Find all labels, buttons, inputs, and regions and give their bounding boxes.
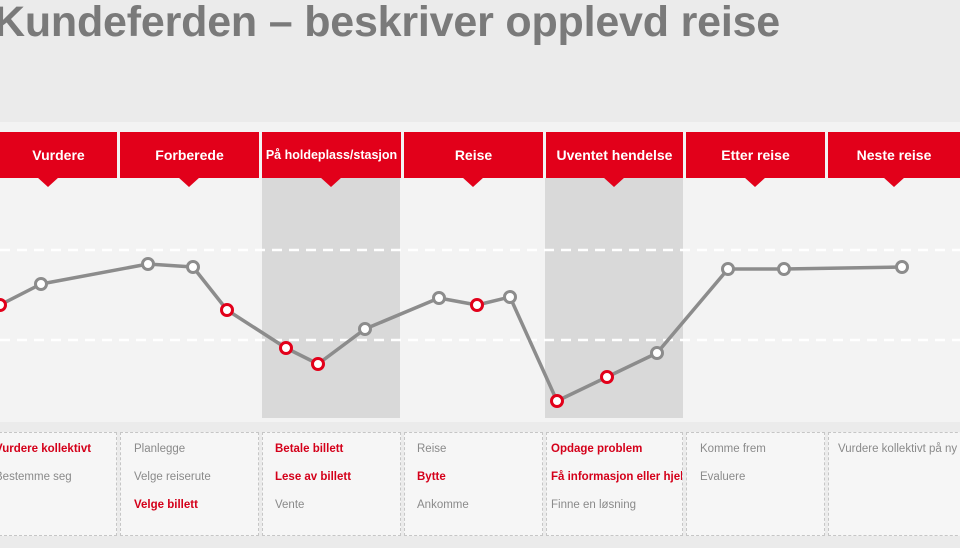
- activity-item: Vente: [275, 499, 305, 511]
- stage-tab-reise: Reise: [404, 132, 543, 178]
- stage-tab-vurdere: Vurdere: [0, 132, 117, 178]
- touchpoint-marker-critical: [279, 341, 293, 355]
- touchpoint-marker-critical: [470, 298, 484, 312]
- stage-pointer: [883, 177, 905, 187]
- touchpoint-marker: [503, 290, 517, 304]
- stage-pointer: [320, 177, 342, 187]
- activity-item: Bestemme seg: [0, 471, 72, 483]
- activity-column-reise: Reise Bytte Ankomme: [404, 432, 543, 536]
- touchpoint-marker-critical: [0, 298, 7, 312]
- journey-line: [0, 262, 903, 403]
- page-title: Kundeferden – beskriver opplevd reise: [0, 0, 781, 46]
- activity-item: Opdage problem: [551, 443, 643, 455]
- activity-column-forberede: Planlegge Velge reiserute Velge billett: [120, 432, 259, 536]
- activity-item: Velge reiserute: [134, 471, 211, 483]
- touchpoint-marker: [721, 262, 735, 276]
- touchpoint-marker: [186, 260, 200, 274]
- activity-item: Reise: [417, 443, 447, 455]
- activity-item: Ankomme: [417, 499, 469, 511]
- touchpoint-marker-critical: [550, 394, 564, 408]
- stage-tab-forberede: Forberede: [120, 132, 259, 178]
- stage-tab-holdeplass: På holdeplass/stasjon: [262, 132, 401, 178]
- activity-column-neste-reise: Vurdere kollektivt på ny: [828, 432, 960, 536]
- touchpoint-marker: [432, 291, 446, 305]
- activity-item: Komme frem: [700, 443, 766, 455]
- stage-pointer: [462, 177, 484, 187]
- activity-item: Velge billett: [134, 499, 198, 511]
- activity-item: Finne en løsning: [551, 499, 637, 511]
- touchpoint-marker: [650, 346, 664, 360]
- activity-column-etter-reise: Komme frem Evaluere: [686, 432, 825, 536]
- touchpoint-marker: [895, 260, 909, 274]
- activity-item: Betale billett: [275, 443, 344, 455]
- stage-tab-uventet-hendelse: Uventet hendelse: [546, 132, 683, 178]
- touchpoint-marker-critical: [311, 357, 325, 371]
- touchpoint-marker-critical: [600, 370, 614, 384]
- activity-column-uventet-hendelse: Opdage problem Få informasjon eller hjel…: [546, 432, 683, 536]
- stage-tab-etter-reise: Etter reise: [686, 132, 825, 178]
- activity-item: Vurdere kollektivt: [0, 443, 92, 455]
- touchpoint-marker: [358, 322, 372, 336]
- activity-item: Få informasjon eller hjelp: [551, 471, 683, 483]
- stage-pointer: [744, 177, 766, 187]
- stage-shade-uventet: [545, 178, 683, 418]
- activity-column-holdeplass: Betale billett Lese av billett Vente: [262, 432, 401, 536]
- touchpoint-marker: [777, 262, 791, 276]
- stage-pointer: [603, 177, 625, 187]
- touchpoint-marker: [34, 277, 48, 291]
- stage-shade-holdeplass: [262, 178, 400, 418]
- touchpoint-marker-critical: [220, 303, 234, 317]
- stage-pointer: [37, 177, 59, 187]
- activity-item: Lese av billett: [275, 471, 352, 483]
- stage-pointer: [178, 177, 200, 187]
- activity-item: Planlegge: [134, 443, 186, 455]
- touchpoint-marker: [141, 257, 155, 271]
- activity-column-vurdere: Vurdere kollektivt Bestemme seg: [0, 432, 117, 536]
- stage-tab-neste-reise: Neste reise: [828, 132, 960, 178]
- activity-item: Bytte: [417, 471, 446, 483]
- activity-item: Evaluere: [700, 471, 746, 483]
- activity-item: Vurdere kollektivt på ny: [838, 443, 958, 455]
